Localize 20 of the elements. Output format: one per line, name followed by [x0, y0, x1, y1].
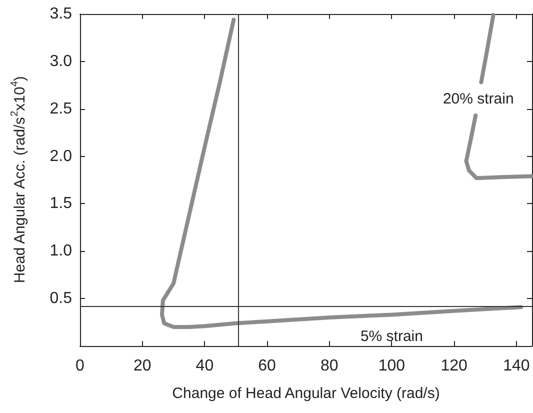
- y-tick-label: 2.5: [50, 100, 72, 118]
- series-label: 20% strain: [442, 90, 514, 108]
- y-tick-label: 3.0: [50, 52, 72, 70]
- x-tick-label: 140: [503, 358, 530, 374]
- y-axis-title: Head Angular Acc. (rad/s2x104): [10, 76, 28, 284]
- x-axis-title: Change of Head Angular Velocity (rad/s): [172, 385, 440, 402]
- y-tick-label: 3.5: [50, 6, 72, 22]
- x-tick-label: 0: [76, 358, 85, 374]
- x-tick-label: 60: [258, 358, 276, 374]
- line-series: [160, 18, 524, 330]
- y-tick-label: 1.0: [50, 242, 72, 260]
- x-tick-label: 100: [378, 358, 406, 374]
- series-label: 5% strain: [360, 328, 423, 346]
- y-tick-label: 0.5: [50, 290, 72, 308]
- x-tick-label: 120: [440, 358, 468, 374]
- x-tick-label: 80: [320, 358, 338, 374]
- x-tick-label: 40: [196, 358, 214, 374]
- y-tick-label: 2.0: [50, 148, 72, 165]
- x-tick-label: 20: [133, 358, 152, 374]
- y-tick-label: 1.5: [50, 195, 72, 212]
